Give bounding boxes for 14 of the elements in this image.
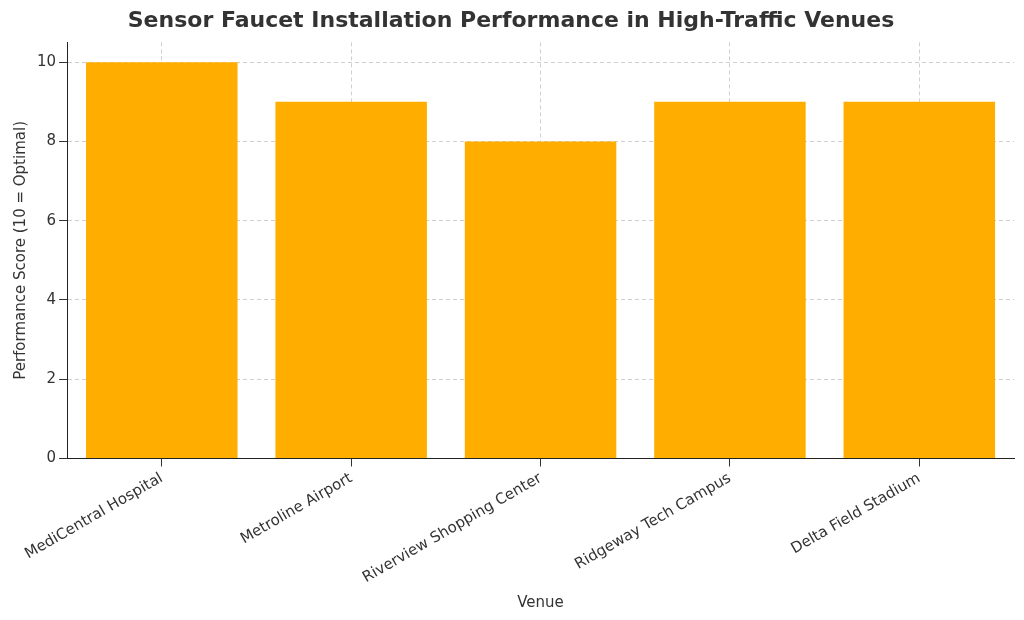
y-tick-label: 10	[36, 52, 57, 71]
bar	[464, 141, 617, 458]
x-axis-title: Venue	[517, 592, 564, 611]
chart-title: Sensor Faucet Installation Performance in High-Traffic Venues	[127, 6, 895, 32]
y-tick-label: 2	[46, 369, 57, 388]
bar	[275, 101, 427, 458]
bar	[843, 101, 996, 458]
y-axis-title: Performance Score (10 = Optimal)	[10, 121, 29, 380]
y-tick-label: 8	[46, 131, 57, 150]
y-tick-label: 6	[46, 210, 57, 229]
bar	[654, 101, 806, 458]
y-tick-label: 4	[46, 289, 57, 308]
y-tick-label: 0	[46, 448, 57, 467]
bar	[86, 62, 238, 458]
